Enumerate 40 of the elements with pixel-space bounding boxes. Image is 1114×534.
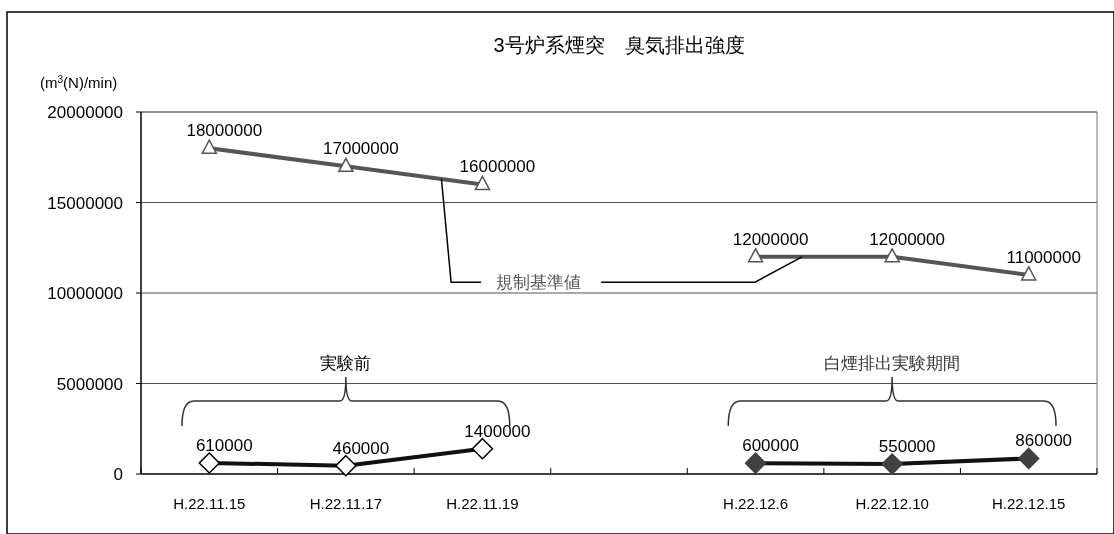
point (198, 452, 221, 474)
data-label: 12000000 (869, 229, 945, 249)
point (335, 454, 357, 477)
data-label: 550000 (878, 437, 936, 457)
data-label: 860000 (1015, 431, 1073, 451)
annotation: 白煙排出実験期間 (824, 354, 961, 374)
point (744, 452, 767, 474)
point (881, 453, 903, 475)
x-tick-label: H.22.12.6 (723, 495, 789, 512)
y-axis-title: (m$^{3}$(N)/min) (40, 73, 118, 91)
y-tick-label: 15000000 (47, 193, 123, 213)
point (884, 248, 900, 263)
data-label: 11000000 (1006, 247, 1081, 267)
chart-title: 3号炉系煙突 臭気排出強度 (493, 34, 745, 56)
x-tick-label: H.22.11.15 (173, 495, 246, 512)
y-tick-label: 10000000 (47, 284, 123, 303)
y-tick-label: 20000000 (47, 103, 123, 122)
point (201, 139, 218, 154)
data-label: 18000000 (186, 121, 263, 141)
x-tick-label: H.22.12.10 (855, 495, 929, 512)
y-tick-label: 5000000 (56, 374, 123, 394)
point (747, 248, 764, 263)
point (338, 157, 354, 173)
point (1017, 447, 1040, 470)
point (474, 175, 491, 191)
point (471, 437, 494, 460)
text: 規制基準値 (496, 273, 582, 293)
annotation: 実験前 (320, 354, 372, 374)
data-label: 17000000 (323, 139, 399, 159)
data-label: 460000 (332, 438, 390, 458)
y-tick-label: 0 (113, 465, 123, 484)
data-label: 12000000 (732, 229, 809, 249)
data-label: 16000000 (459, 157, 536, 177)
data-label: 610000 (195, 435, 253, 455)
x-tick-label: H.22.12.15 (992, 495, 1066, 512)
x-tick-label: H.22.11.17 (309, 495, 382, 512)
data-label: 600000 (742, 436, 799, 456)
point (1020, 266, 1037, 281)
data-label: 1400000 (464, 421, 531, 441)
x-tick-label: H.22.11.19 (446, 495, 519, 512)
